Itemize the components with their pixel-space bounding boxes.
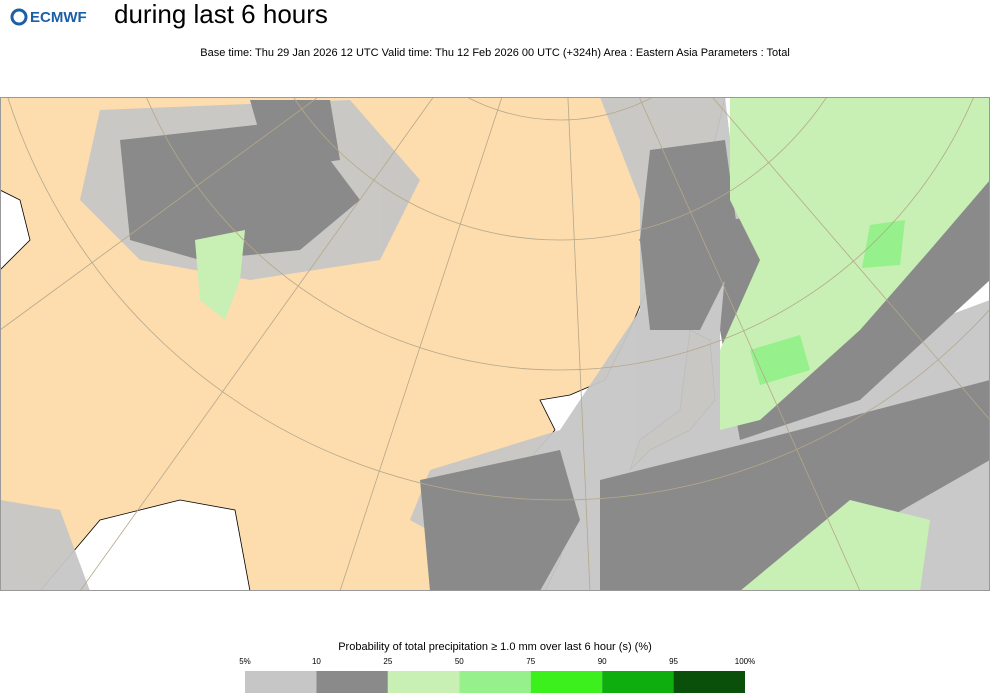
graticule	[0, 97, 990, 591]
precip-green-mid	[750, 220, 905, 385]
legend-title: Probability of total precipitation ≥ 1.0…	[338, 641, 652, 653]
colorbar-box	[530, 671, 603, 693]
colorbar-box	[602, 671, 674, 693]
logo-text: ECMWF	[30, 9, 87, 26]
map	[0, 97, 990, 591]
colorbar-box	[245, 671, 317, 693]
logo: ECMWF	[10, 8, 87, 26]
subtitle: Base time: Thu 29 Jan 2026 12 UTC Valid …	[200, 47, 790, 59]
colorbar: 5% 10 25 50 75 90 95 100%	[239, 657, 755, 693]
colorbar-label: 75	[526, 657, 535, 666]
colorbar-label: 5%	[239, 657, 251, 666]
colorbar-label: 25	[383, 657, 392, 666]
colorbar-label: 50	[455, 657, 464, 666]
logo-icon	[10, 8, 28, 26]
colorbar-box	[673, 671, 745, 693]
colorbar-label: 90	[598, 657, 607, 666]
colorbar-box	[316, 671, 388, 693]
title: during last 6 hours	[114, 0, 328, 29]
colorbar-box	[387, 671, 460, 693]
colorbar-label: 10	[312, 657, 321, 666]
colorbar-label: 100%	[735, 657, 755, 666]
colorbar-label: 95	[669, 657, 678, 666]
precip-gray-dark	[120, 100, 990, 591]
colorbar-box	[459, 671, 531, 693]
